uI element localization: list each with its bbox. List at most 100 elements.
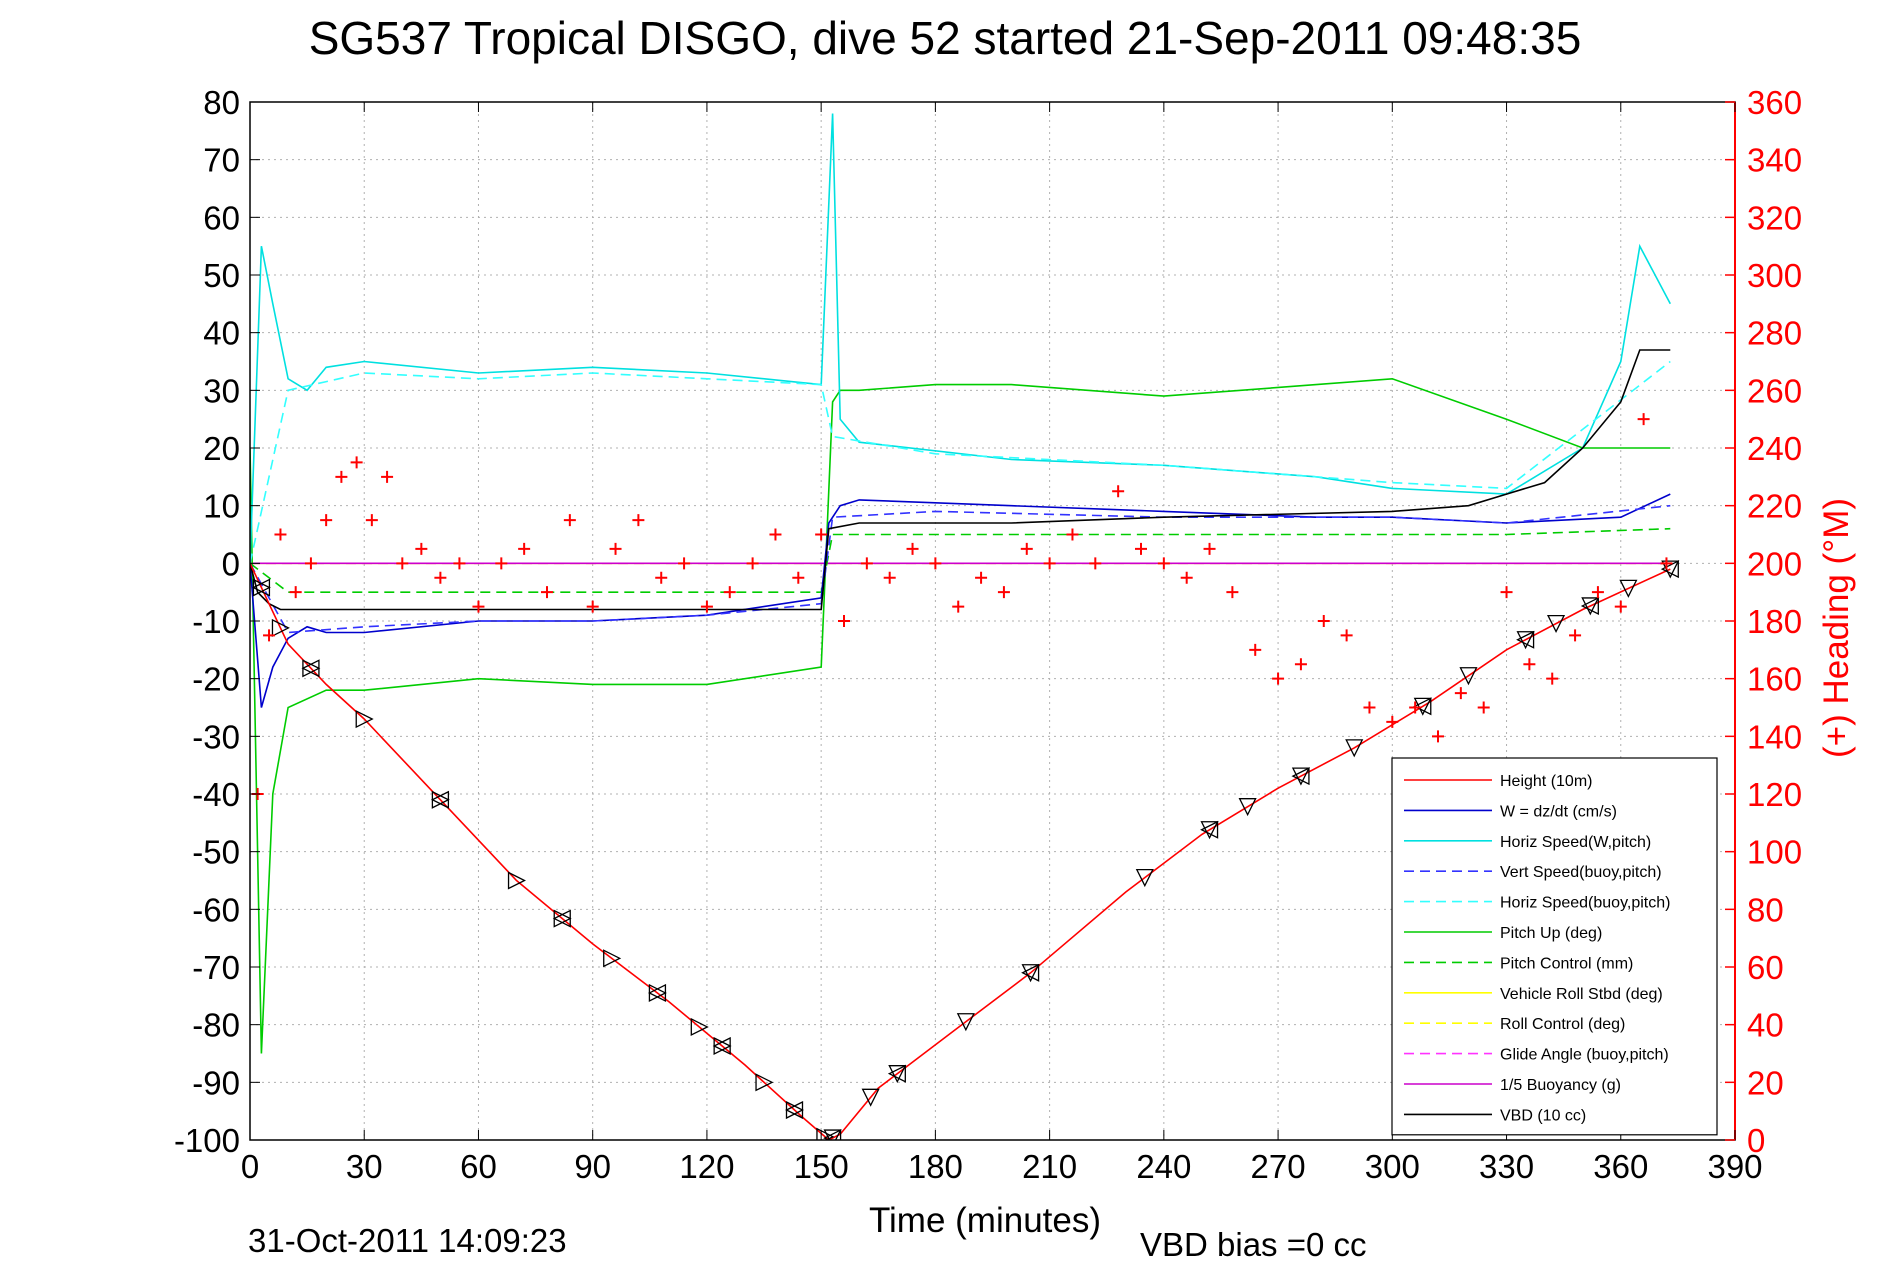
heading-point <box>1294 658 1307 671</box>
x-tick-label: 0 <box>241 1148 259 1185</box>
height-marker <box>1546 614 1566 634</box>
y-tick-label: 0 <box>222 545 240 582</box>
heading-point <box>678 557 691 570</box>
heading-point <box>453 557 466 570</box>
y-tick-label: -20 <box>192 661 240 698</box>
y2-tick-label: 120 <box>1747 776 1802 813</box>
legend-label: Roll Control (deg) <box>1500 1016 1625 1033</box>
x-tick-label: 30 <box>346 1148 383 1185</box>
y-tick-label: -50 <box>192 834 240 871</box>
height-marker <box>1291 767 1310 786</box>
heading-point <box>609 542 622 555</box>
height-marker <box>956 1013 975 1032</box>
height-marker <box>1345 739 1364 758</box>
y2-tick-label: 40 <box>1747 1007 1784 1044</box>
heading-point <box>1157 557 1170 570</box>
legend: Height (10m) W = dz/dt (cm/s) Horiz Speed(… <box>1391 757 1718 1136</box>
x-axis-label: Time (minutes) <box>869 1201 1101 1240</box>
heading-point <box>815 528 828 541</box>
legend-label: Pitch Control (mm) <box>1500 955 1633 972</box>
heading-point <box>1317 615 1330 627</box>
heading-point <box>563 514 576 527</box>
height-marker <box>1580 596 1599 616</box>
heading-point <box>495 557 508 570</box>
y2-tick-label: 360 <box>1747 84 1802 121</box>
heading-point <box>655 571 668 584</box>
heading-point <box>365 514 378 527</box>
height-marker <box>690 1017 709 1037</box>
y-tick-label: -90 <box>192 1064 240 1101</box>
y-axis-right: 3603403203002802602402202001801601401201… <box>1725 84 1802 1159</box>
height-marker <box>823 1129 842 1140</box>
heading-point <box>434 571 447 584</box>
heading-point <box>1226 586 1239 599</box>
y-tick-label: 80 <box>203 84 240 121</box>
heading-point <box>1637 413 1650 426</box>
height-marker <box>1413 697 1432 716</box>
heading-point <box>335 470 348 483</box>
y-tick-label: 20 <box>203 430 240 467</box>
y-tick-label: 70 <box>203 142 240 179</box>
heading-point <box>632 514 645 527</box>
heading-point <box>723 586 736 599</box>
footer-date: 31-Oct-2011 14:09:23 <box>248 1222 567 1259</box>
x-axis: 0 30 60 90 120 150 180 210 240 270 300 330 360 390 <box>241 102 1763 1185</box>
heading-point <box>1591 586 1604 599</box>
legend-label: Pitch Up (deg) <box>1500 925 1602 942</box>
heading-point <box>518 542 531 555</box>
x-tick-label: 60 <box>460 1148 497 1185</box>
legend-label: W = dz/dt (cm/s) <box>1500 803 1617 820</box>
x-tick-label: 300 <box>1365 1148 1420 1185</box>
y-axis-left: 80 70 60 50 40 30 20 10 0 -10 -20 -30 -40 -50 -60 -70 -8… <box>174 84 260 1159</box>
y2-tick-label: 60 <box>1747 949 1784 986</box>
heading-point <box>1660 557 1673 570</box>
heading-point <box>1340 629 1353 642</box>
legend-label: Horiz Speed(buoy,pitch) <box>1500 895 1670 912</box>
heading-point <box>883 571 896 584</box>
heading-point <box>1180 571 1193 584</box>
y-tick-label: 50 <box>203 257 240 294</box>
y2-tick-label: 140 <box>1747 718 1802 755</box>
heading-point <box>1386 715 1399 728</box>
height-marker <box>1238 798 1257 817</box>
x-tick-label: 360 <box>1593 1148 1648 1185</box>
height-marker <box>1413 697 1432 716</box>
heading-point <box>1203 542 1216 555</box>
heading-point <box>1432 730 1444 743</box>
x-tick-label: 270 <box>1251 1148 1306 1185</box>
heading-point <box>838 615 850 627</box>
heading-point <box>1569 629 1582 642</box>
height-marker <box>1516 630 1535 649</box>
heading-point <box>1066 528 1079 541</box>
heading-point <box>1546 672 1559 685</box>
heading-point <box>1249 643 1262 656</box>
legend-box <box>1391 757 1718 1136</box>
series-line-pitch-control-mm <box>250 527 1671 594</box>
heading-point <box>1020 542 1033 555</box>
y2-tick-label: 300 <box>1747 257 1802 294</box>
y2-tick-label: 80 <box>1747 891 1784 928</box>
y2-axis-label: (+) Heading (°M) <box>1817 498 1856 758</box>
heading-point <box>396 557 409 570</box>
height-marker <box>251 578 271 597</box>
height-marker <box>1200 821 1219 840</box>
x-tick-label: 150 <box>794 1148 849 1185</box>
heading-point <box>700 600 713 613</box>
footer-note: VBD bias =0 cc <box>1140 1226 1367 1262</box>
y2-tick-label: 100 <box>1747 834 1802 871</box>
series-line-horiz-speed-w-pitch <box>250 113 1672 564</box>
height-marker <box>1021 964 1040 983</box>
height-marker <box>1291 767 1310 786</box>
height-marker <box>301 659 320 678</box>
height-marker <box>816 1127 835 1140</box>
y-tick-label: -60 <box>192 891 240 928</box>
y2-tick-label: 240 <box>1747 430 1802 467</box>
heading-point <box>1614 600 1627 613</box>
y-tick-label: -30 <box>192 718 240 755</box>
height-marker <box>355 709 374 729</box>
y-tick-label: -40 <box>192 776 240 813</box>
x-tick-label: 240 <box>1136 1148 1191 1185</box>
height-marker <box>861 1088 880 1107</box>
heading-point <box>1500 586 1513 599</box>
legend-label: VBD (10 cc) <box>1500 1107 1586 1124</box>
